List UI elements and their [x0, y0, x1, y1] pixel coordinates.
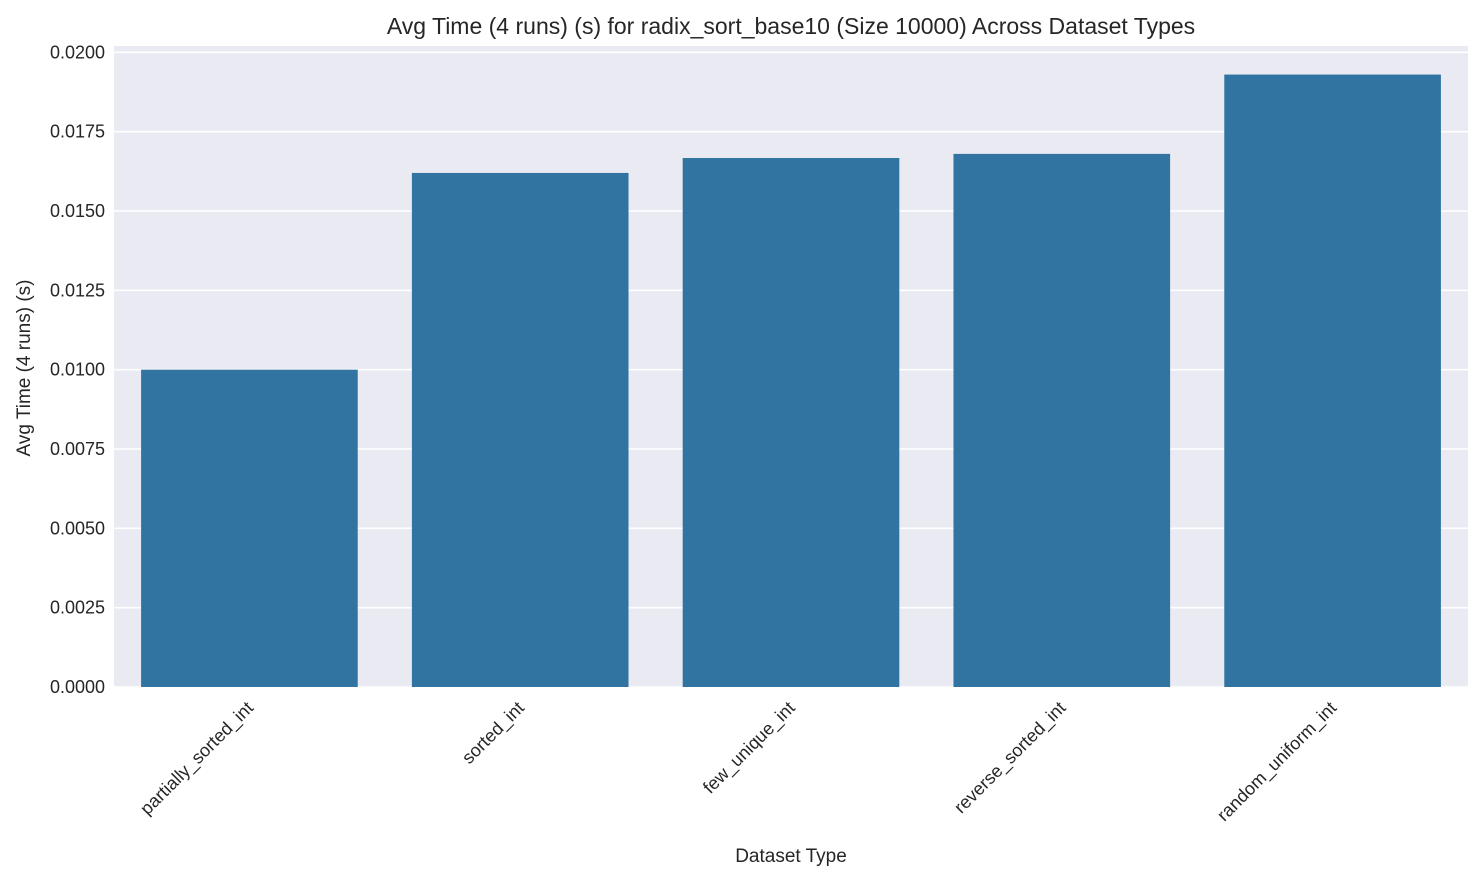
x-tick-label: random_uniform_int — [1213, 698, 1341, 826]
bar-random_uniform_int — [1224, 74, 1441, 688]
x-axis-label: Dataset Type — [735, 846, 847, 867]
x-tick-label: few_unique_int — [699, 698, 799, 798]
y-tick-label: 0.0050 — [50, 518, 105, 538]
y-tick-label: 0.0100 — [50, 360, 105, 380]
bars — [141, 74, 1441, 688]
x-tick-label: partially_sorted_int — [136, 698, 258, 820]
y-tick-label: 0.0025 — [50, 598, 105, 618]
x-tick-labels: partially_sorted_int sorted_int few_unique… — [136, 698, 1341, 826]
x-tick-label: reverse_sorted_int — [950, 698, 1070, 818]
bar-few_unique_int — [682, 158, 900, 687]
bar-partially_sorted_int — [141, 369, 358, 687]
y-tick-label: 0.0150 — [50, 201, 105, 221]
bar-sorted_int — [411, 172, 629, 688]
y-tick-label: 0.0000 — [50, 677, 105, 697]
bar-reverse_sorted_int — [953, 153, 1171, 687]
y-tick-labels: 0.0000 0.0025 0.0050 0.0075 0.0100 0.0125 0.01… — [50, 42, 105, 697]
y-tick-label: 0.0175 — [50, 122, 105, 142]
y-tick-label: 0.0125 — [50, 280, 105, 300]
y-tick-label: 0.0075 — [50, 439, 105, 459]
y-tick-label: 0.0200 — [50, 42, 105, 62]
y-axis-label: Avg Time (4 runs) (s) — [14, 279, 35, 456]
x-tick-label: sorted_int — [458, 698, 529, 769]
chart-title: Avg Time (4 runs) (s) for radix_sort_bas… — [387, 13, 1195, 39]
